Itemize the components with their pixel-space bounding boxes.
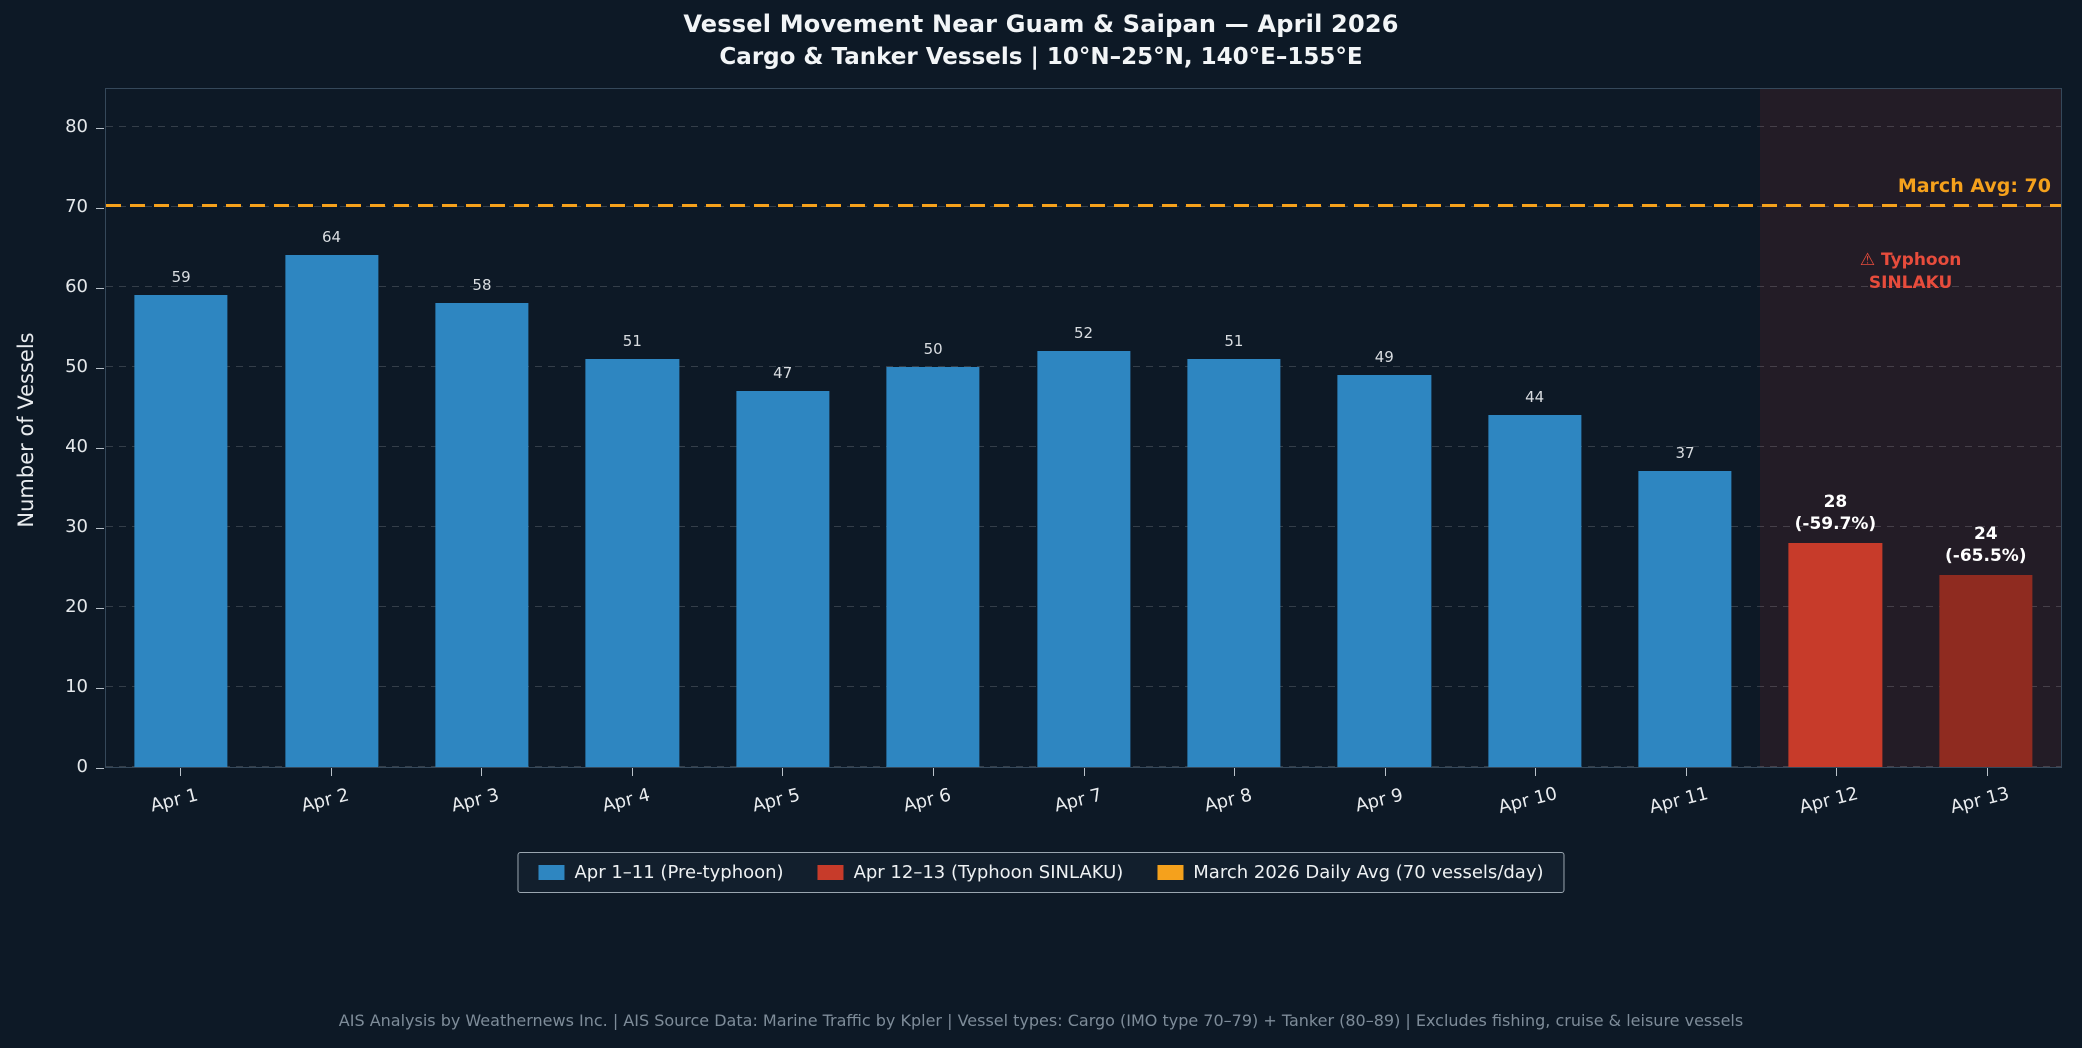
- x-tick-label: Apr 13: [1948, 783, 2012, 818]
- x-tick-mark: [932, 768, 934, 776]
- bar-value-label: 52: [1073, 323, 1094, 342]
- x-tick-mark: [481, 768, 483, 776]
- x-tick-label: Apr 9: [1352, 784, 1405, 817]
- legend-item-1: Apr 12–13 (Typhoon SINLAKU): [817, 862, 1124, 883]
- x-tick-mark: [330, 768, 332, 776]
- x-tick-mark: [1986, 768, 1988, 776]
- x-tick-label: Apr 4: [600, 784, 653, 817]
- x-tick-mark: [1535, 768, 1537, 776]
- legend: Apr 1–11 (Pre-typhoon) Apr 12–13 (Typhoon…: [517, 852, 1565, 893]
- bar-value-label: 50: [923, 339, 943, 358]
- x-tick-mark: [1234, 768, 1236, 776]
- y-tick-label: 70: [65, 196, 88, 217]
- x-tick-mark: [1384, 768, 1386, 776]
- march-avg-line: [106, 204, 2061, 207]
- x-tick-label: Apr 3: [449, 784, 502, 817]
- x-tick-label: Apr 10: [1496, 783, 1560, 818]
- bar-value-label: 51: [622, 331, 642, 350]
- bar-apr-8: [1187, 359, 1281, 767]
- legend-swatch: [1157, 865, 1184, 880]
- chart-subtitle: Cargo & Tanker Vessels | 10°N–25°N, 140°…: [719, 44, 1363, 70]
- y-tick-label: 0: [76, 756, 88, 777]
- x-tick-mark: [1685, 768, 1687, 776]
- legend-swatch: [538, 865, 565, 880]
- y-tick-mark: [96, 768, 104, 769]
- legend-label: March 2026 Daily Avg (70 vessels/day): [1193, 862, 1544, 883]
- bar-apr-12: [1788, 543, 1883, 767]
- x-tick-mark: [180, 768, 182, 776]
- x-tick-mark: [782, 768, 784, 776]
- y-tick-mark: [96, 208, 104, 209]
- x-tick-mark: [631, 768, 633, 776]
- y-tick-label: 30: [65, 516, 88, 537]
- legend-item-2: March 2026 Daily Avg (70 vessels/day): [1157, 862, 1544, 883]
- y-tick-mark: [96, 688, 104, 689]
- bar-apr-3: [435, 303, 529, 767]
- bar-apr-13: [1939, 575, 2033, 767]
- bar-apr-5: [736, 391, 830, 767]
- legend-label: Apr 1–11 (Pre-typhoon): [574, 862, 784, 883]
- bar-value-label: 47: [773, 363, 793, 382]
- y-tick-mark: [96, 288, 104, 289]
- y-tick-mark: [96, 448, 104, 449]
- bar-apr-9: [1337, 375, 1431, 767]
- typhoon-annotation-line2: SINLAKU: [1868, 272, 1953, 293]
- x-tick-label: Apr 7: [1051, 784, 1104, 817]
- chart-title: Vessel Movement Near Guam & Saipan — Apr…: [683, 10, 1399, 38]
- x-tick-label: Apr 2: [299, 784, 351, 817]
- legend-label: Apr 12–13 (Typhoon SINLAKU): [853, 862, 1124, 883]
- bar-apr-4: [585, 359, 679, 767]
- x-tick-label: Apr 12: [1797, 783, 1861, 818]
- bar-value-label: 37: [1675, 443, 1695, 462]
- y-tick-mark: [96, 528, 104, 529]
- gridline-80: [106, 126, 2061, 127]
- bar-value-label: 49: [1374, 347, 1394, 366]
- y-tick-mark: [96, 608, 104, 609]
- title-block: Vessel Movement Near Guam & Saipan — Apr…: [0, 10, 2082, 70]
- x-tick-mark: [1083, 768, 1085, 776]
- y-tick-label: 40: [65, 436, 88, 457]
- bar-value-label: 24 (-65.5%): [1945, 523, 2027, 566]
- bar-apr-11: [1638, 471, 1732, 767]
- typhoon-annotation-line1: ⚠ Typhoon: [1859, 250, 1962, 270]
- y-tick-label: 20: [65, 596, 88, 617]
- bar-value-label: 28 (-59.7%): [1794, 491, 1877, 534]
- x-tick-label: Apr 6: [901, 784, 954, 817]
- bar-value-label: 58: [472, 275, 492, 294]
- y-tick-mark: [96, 128, 104, 129]
- x-tick-label: Apr 11: [1646, 783, 1711, 818]
- bar-value-label: 44: [1525, 387, 1545, 406]
- y-tick-label: 80: [65, 116, 88, 137]
- bar-value-label: 51: [1224, 331, 1244, 350]
- bar-apr-2: [284, 255, 379, 767]
- x-tick-label: Apr 8: [1202, 784, 1255, 817]
- x-tick-label: Apr 5: [750, 784, 803, 817]
- x-tick-label: Apr 1: [148, 784, 201, 817]
- y-tick-mark: [96, 368, 104, 369]
- bar-apr-6: [886, 367, 980, 767]
- x-tick-mark: [1836, 768, 1838, 776]
- y-tick-label: 60: [65, 276, 88, 297]
- march-avg-label: March Avg: 70: [1897, 175, 2051, 197]
- plot-area: 59 64 58 51 47 50 52 51 49 44 37 28 (-59.7%) 24 (-65…: [105, 88, 2062, 768]
- legend-swatch: [817, 865, 844, 880]
- y-tick-label: 50: [65, 356, 88, 377]
- bar-value-label: 59: [171, 267, 191, 286]
- bar-apr-7: [1036, 351, 1131, 767]
- footer-caption: AIS Analysis by Weathernews Inc. | AIS S…: [338, 1011, 1744, 1030]
- bar-apr-1: [134, 295, 228, 767]
- bar-value-label: 64: [322, 227, 342, 246]
- gridline-60: [106, 286, 2061, 287]
- bar-apr-10: [1488, 415, 1582, 767]
- legend-item-0: Apr 1–11 (Pre-typhoon): [538, 862, 784, 883]
- y-tick-label: 10: [65, 676, 88, 697]
- typhoon-annotation: ⚠ Typhoon SINLAKU: [1860, 249, 1962, 295]
